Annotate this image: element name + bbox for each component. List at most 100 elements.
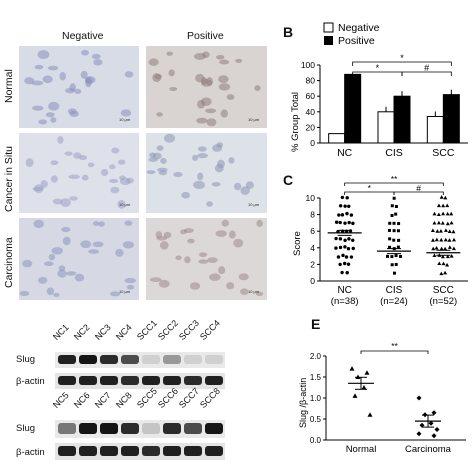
cell-nucleus	[88, 249, 100, 254]
data-point	[445, 262, 450, 267]
cell-nucleus	[80, 70, 88, 79]
cell-nucleus	[34, 64, 44, 70]
y-tick-label: 2.0	[310, 352, 322, 361]
cell-nucleus	[245, 181, 254, 189]
cell-nucleus	[214, 164, 224, 173]
y-tick-label: 6	[310, 226, 315, 236]
data-point	[397, 238, 401, 242]
blot-label-slug: Slug	[16, 423, 36, 434]
cell-nucleus	[92, 241, 104, 248]
cell-nucleus	[87, 162, 95, 168]
cell-nucleus	[211, 182, 221, 187]
data-point	[440, 220, 445, 225]
cell-nucleus	[52, 198, 63, 205]
data-point	[432, 220, 437, 225]
y-tick-label: 80	[306, 76, 316, 86]
data-point	[451, 237, 456, 242]
cell-nucleus	[53, 292, 60, 297]
cell-nucleus	[37, 50, 50, 60]
data-point	[432, 253, 437, 257]
cell-nucleus	[206, 201, 213, 207]
cell-nucleus	[256, 219, 263, 227]
cell-nucleus	[166, 51, 173, 56]
data-point	[351, 246, 355, 251]
cell-nucleus	[57, 136, 64, 144]
data-point	[445, 203, 450, 208]
data-point	[394, 204, 398, 208]
y-tick-label: 20	[306, 122, 316, 132]
cell-nucleus	[197, 172, 204, 181]
cell-nucleus	[124, 277, 137, 284]
cell-nucleus	[25, 158, 34, 168]
data-point	[349, 255, 354, 259]
data-point	[340, 213, 345, 217]
cell-nucleus	[254, 85, 261, 92]
cell-nucleus	[117, 159, 126, 165]
cell-nucleus	[62, 236, 71, 246]
data-point	[399, 254, 403, 258]
cell-nucleus	[69, 110, 79, 117]
significance-mark: *	[368, 183, 372, 193]
data-point	[443, 246, 448, 251]
significance-mark: **	[391, 174, 398, 184]
cell-nucleus	[91, 53, 101, 60]
col-header-positive: Positive	[187, 30, 224, 42]
data-point	[394, 262, 398, 266]
y-tick-label: 40	[306, 107, 316, 117]
data-point	[345, 196, 349, 200]
blot-band	[58, 423, 76, 434]
data-point	[344, 255, 349, 259]
bar-negative	[377, 111, 395, 144]
blot-band	[79, 446, 97, 456]
blot-band	[79, 423, 97, 434]
data-point	[346, 262, 351, 266]
cell-nucleus	[80, 240, 92, 249]
y-tick-label: 0.0	[310, 436, 322, 445]
data-point	[343, 204, 347, 208]
blot-band	[205, 423, 223, 434]
data-point	[430, 238, 435, 242]
cell-nucleus	[74, 88, 82, 94]
cell-nucleus	[22, 259, 33, 268]
legend-label-negative: Negative	[338, 22, 380, 34]
cell-nucleus	[198, 252, 208, 258]
blot-actin-row1	[55, 373, 225, 389]
blot-label-actin: β-actin	[16, 447, 45, 458]
blot-band	[100, 446, 118, 456]
data-point	[351, 221, 355, 226]
data-point	[346, 246, 351, 251]
cell-nucleus	[38, 119, 48, 125]
data-point	[443, 270, 448, 275]
cell-nucleus	[206, 118, 217, 127]
blot-band	[205, 376, 223, 385]
cell-nucleus	[64, 151, 73, 156]
y-axis-label: % Group Total	[290, 92, 301, 152]
cell-nucleus	[19, 290, 30, 297]
cell-nucleus	[216, 54, 225, 60]
cell-nucleus	[218, 266, 226, 275]
data-point	[392, 229, 396, 233]
cell-nucleus	[201, 79, 213, 87]
blot-band	[205, 355, 223, 364]
cell-nucleus	[124, 71, 134, 78]
data-point	[388, 221, 392, 225]
col-header-negative: Negative	[62, 30, 104, 42]
blot-band	[163, 423, 181, 434]
cell-nucleus	[156, 145, 164, 151]
cell-nucleus	[93, 59, 103, 66]
data-point	[364, 370, 370, 375]
cell-nucleus	[98, 221, 105, 227]
panel-d: NC1 NC2 NC3 NC4 SCC1 SCC2 SCC3 SCC4 Slug β-acti…	[0, 310, 240, 474]
cell-nucleus	[122, 241, 135, 249]
cell-nucleus	[193, 180, 205, 190]
data-point	[434, 245, 439, 250]
data-point	[392, 196, 396, 200]
data-point	[432, 211, 437, 216]
data-point	[349, 366, 355, 371]
x-tick-label: NC	[337, 285, 351, 296]
data-point	[394, 254, 398, 258]
data-point	[419, 422, 425, 428]
blot-band	[58, 446, 76, 456]
cell-nucleus	[189, 282, 201, 290]
data-point	[439, 246, 444, 251]
